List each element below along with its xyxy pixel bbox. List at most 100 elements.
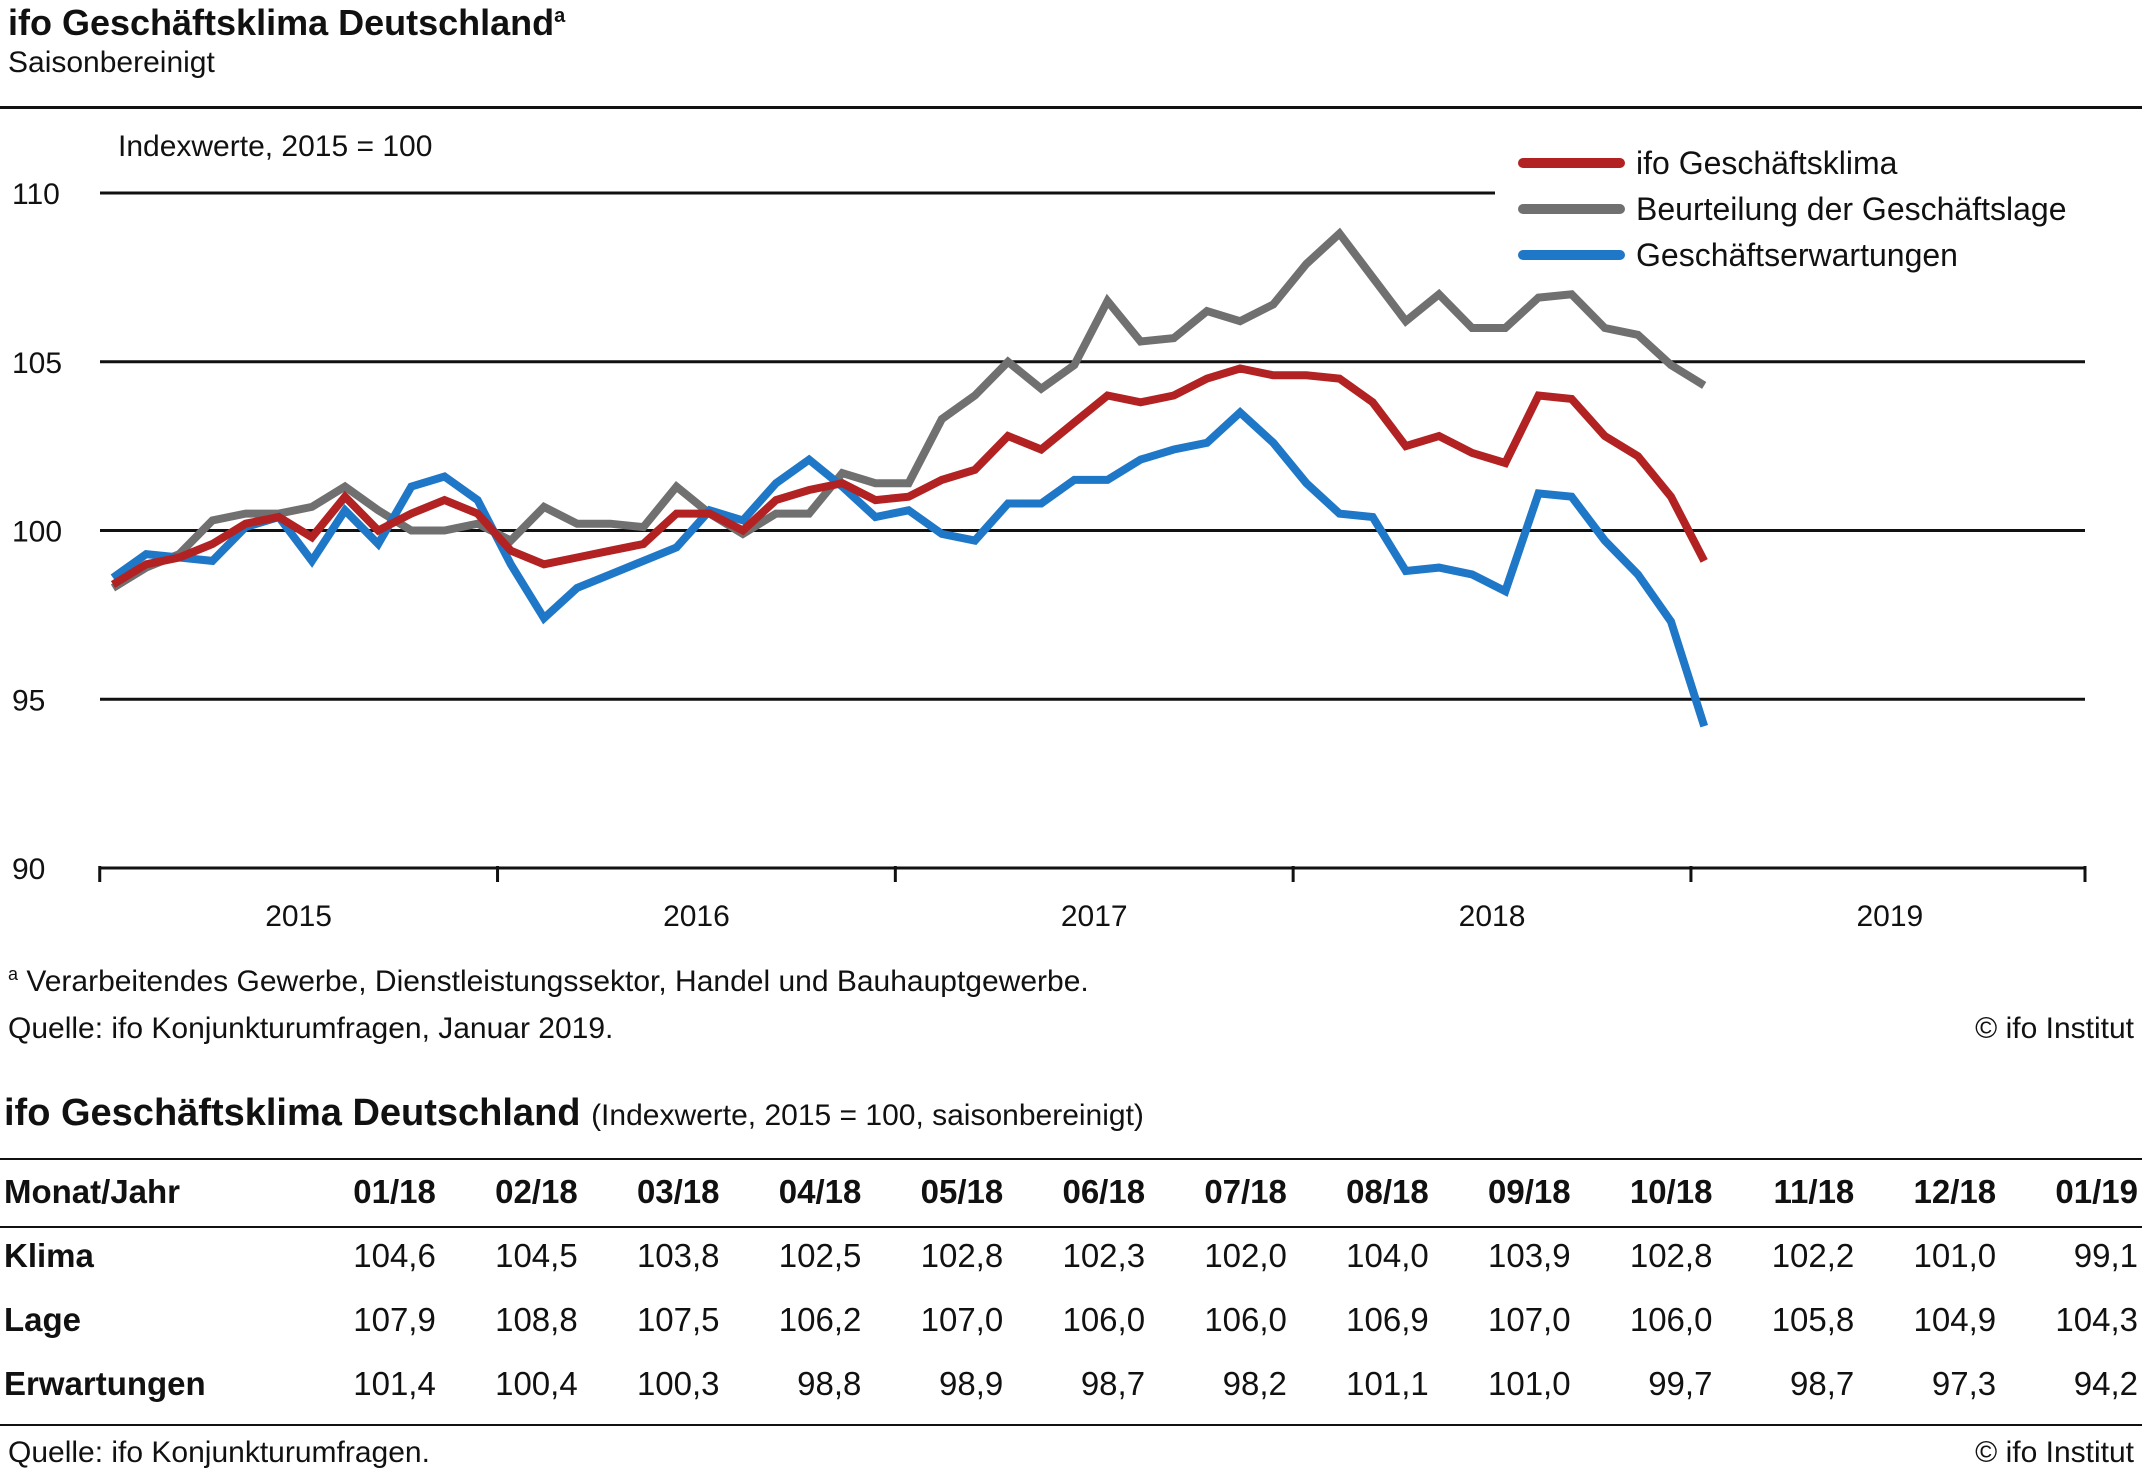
chart-subtitle: Saisonbereinigt	[8, 46, 215, 79]
table-cell: 102,0	[1204, 1237, 1287, 1274]
row-label: Erwartungen	[4, 1365, 206, 1402]
col-header: 01/19	[2055, 1173, 2138, 1210]
row-label: Klima	[4, 1237, 94, 1274]
col-header: 10/18	[1629, 1173, 1713, 1210]
y-tick-label: 95	[12, 684, 45, 717]
legend-label: Beurteilung der Geschäftslage	[1636, 191, 2066, 227]
x-tick-label: 2019	[1856, 900, 1923, 933]
table-cell: 106,0	[1204, 1301, 1287, 1338]
table-cell: 107,5	[636, 1301, 720, 1338]
top-divider	[0, 106, 2142, 109]
table-row: Lage 107,9 108,8 107,5 106,2 107,0 106,0 106,0 1…	[0, 1288, 2142, 1352]
table-top-rule	[0, 1158, 2142, 1160]
table-cell: 107,0	[1488, 1301, 1571, 1338]
chart-title: ifo Geschäftsklima Deutschlanda	[8, 2, 565, 44]
series-line	[110, 364, 1708, 588]
table-cell: 104,5	[495, 1237, 578, 1274]
table-cell: 101,1	[1346, 1365, 1429, 1402]
col-header: 07/18	[1204, 1173, 1287, 1210]
table-row: Klima 104,6 104,5 103,8 102,5 102,8 102,3 102,0…	[0, 1224, 2142, 1288]
x-tick-label: 2017	[1061, 900, 1128, 933]
col-header: 12/18	[1913, 1173, 1997, 1210]
legend-label: ifo Geschäftsklima	[1636, 145, 1898, 181]
index-note: Indexwerte, 2015 = 100	[118, 130, 432, 163]
col-header: 03/18	[636, 1173, 720, 1210]
col-header: 01/18	[353, 1173, 436, 1210]
table-cell: 101,0	[1488, 1365, 1571, 1402]
col-header: 09/18	[1488, 1173, 1571, 1210]
col-header: 04/18	[778, 1173, 862, 1210]
line-chart: 110 105 100 95 90 2015 2016 2017 2018 2019 Index…	[12, 130, 2087, 933]
y-tick-label: 110	[12, 178, 60, 211]
table-bottom-rule	[0, 1424, 2142, 1426]
series-line	[110, 406, 1709, 728]
table-cell: 98,9	[938, 1365, 1004, 1402]
table-header-row: Monat/Jahr 01/18 02/18 03/18 04/18 05/18…	[0, 1160, 2142, 1224]
table-cell: 105,8	[1771, 1301, 1855, 1338]
y-axis-ticks: 110 105 100 95 90	[12, 178, 62, 886]
y-tick-label: 90	[12, 853, 45, 886]
y-tick-label: 105	[12, 347, 62, 380]
table-cell: 102,3	[1062, 1237, 1146, 1274]
chart-title-text: ifo Geschäftsklima Deutschland	[8, 2, 555, 43]
table-cell: 101,0	[1913, 1237, 1997, 1274]
table-cell: 104,6	[353, 1237, 436, 1274]
col-header: 06/18	[1062, 1173, 1146, 1210]
data-table: Monat/Jahr 01/18 02/18 03/18 04/18 05/18…	[0, 1160, 2142, 1416]
table-header-rule	[0, 1226, 2142, 1228]
table-cell: 102,8	[920, 1237, 1004, 1274]
table-cell: 106,9	[1346, 1301, 1429, 1338]
footnote-marker: a	[8, 964, 19, 984]
table-cell: 102,2	[1771, 1237, 1855, 1274]
table-cell: 106,0	[1062, 1301, 1146, 1338]
table-source: Quelle: ifo Konjunkturumfragen.	[8, 1436, 430, 1469]
header-label: Monat/Jahr	[4, 1173, 181, 1210]
table-cell: 106,0	[1629, 1301, 1713, 1338]
col-header: 02/18	[495, 1173, 578, 1210]
table-cell: 104,3	[2055, 1301, 2138, 1338]
table-cell: 100,4	[495, 1365, 578, 1402]
table-cell: 98,2	[1222, 1365, 1287, 1402]
table-cell: 104,0	[1346, 1237, 1429, 1274]
table-cell: 98,7	[1080, 1365, 1146, 1402]
x-tick-label: 2015	[265, 900, 332, 933]
series-lines	[110, 227, 1709, 728]
table-cell: 103,8	[636, 1237, 720, 1274]
table-row: Erwartungen 101,4 100,4 100,3 98,8 98,9 98,7 98…	[0, 1352, 2142, 1416]
table-cell: 107,0	[920, 1301, 1004, 1338]
table-subtitle: (Indexwerte, 2015 = 100, saisonbereinigt…	[591, 1099, 1144, 1132]
table-cell: 104,9	[1913, 1301, 1997, 1338]
table-cell: 98,7	[1790, 1365, 1855, 1402]
col-header: 11/18	[1773, 1173, 1855, 1210]
legend: ifo Geschäftsklima Beurteilung der Geschä…	[1518, 145, 2066, 273]
table-cell: 106,2	[778, 1301, 862, 1338]
col-header: 05/18	[920, 1173, 1004, 1210]
table-cell: 94,2	[2073, 1365, 2138, 1402]
table-cell: 102,5	[778, 1237, 862, 1274]
y-tick-label: 100	[12, 516, 62, 549]
table-cell: 102,8	[1629, 1237, 1713, 1274]
footnote-text: Verarbeitendes Gewerbe, Dienstleistungss…	[26, 965, 1089, 998]
table-cell: 100,3	[636, 1365, 720, 1402]
row-label: Lage	[4, 1301, 82, 1338]
table-copyright: © ifo Institut	[1975, 1436, 2134, 1469]
series-line	[110, 227, 1707, 592]
table-cell: 99,1	[2073, 1237, 2138, 1274]
table-cell: 103,9	[1488, 1237, 1571, 1274]
table-title-text: ifo Geschäftsklima Deutschland	[4, 1092, 581, 1134]
table-cell: 98,8	[797, 1365, 862, 1402]
legend-label: Geschäftserwartungen	[1636, 237, 1958, 273]
x-axis: 2015 2016 2017 2018 2019	[98, 866, 2087, 933]
title-footnote-marker: a	[554, 5, 566, 27]
table-cell: 97,3	[1931, 1365, 1997, 1402]
x-tick-label: 2016	[663, 900, 730, 933]
x-tick-label: 2018	[1459, 900, 1526, 933]
table-cell: 101,4	[353, 1365, 436, 1402]
table-cell: 108,8	[495, 1301, 578, 1338]
chart-copyright: © ifo Institut	[1975, 1012, 2134, 1045]
footnote: a Verarbeitendes Gewerbe, Dienstleistung…	[8, 964, 1089, 999]
chart-source: Quelle: ifo Konjunkturumfragen, Januar 2…	[8, 1012, 614, 1045]
table-cell: 99,7	[1648, 1365, 1713, 1402]
table-title: ifo Geschäftsklima Deutschland (Indexwer…	[4, 1092, 1144, 1135]
col-header: 08/18	[1346, 1173, 1429, 1210]
